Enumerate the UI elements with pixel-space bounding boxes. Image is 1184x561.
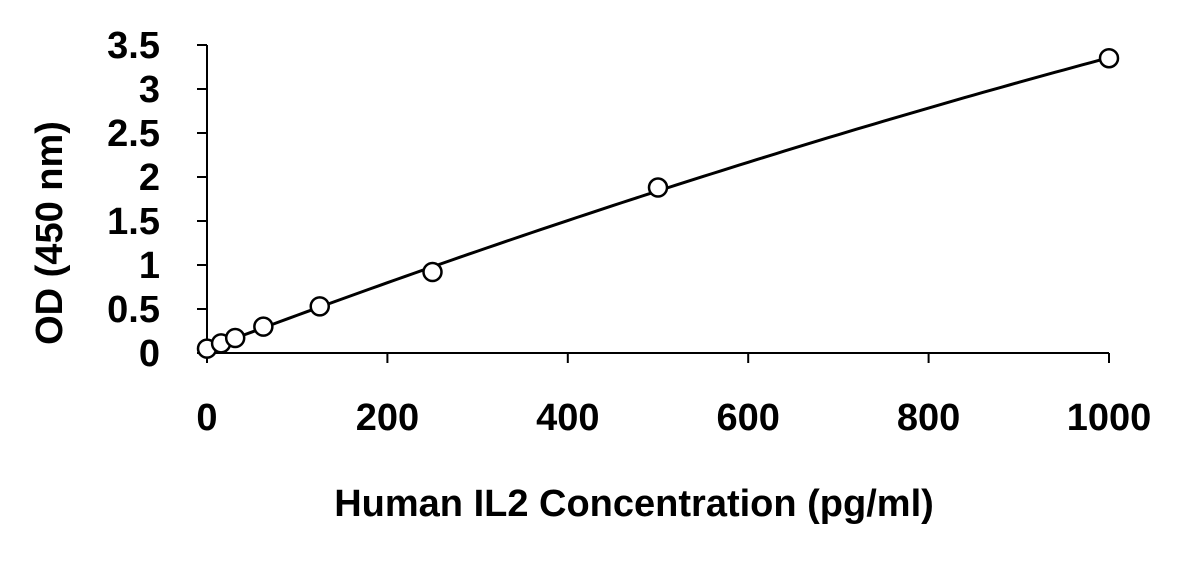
data-point	[309, 296, 330, 317]
y-tick-label: 0	[139, 333, 160, 375]
y-axis: 00.511.522.533.5	[107, 25, 208, 375]
data-point	[1098, 47, 1120, 69]
y-tick-label: 2	[139, 157, 160, 199]
x-tick-label: 400	[536, 397, 599, 439]
y-tick-label: 3.5	[107, 25, 160, 67]
data-point	[224, 327, 246, 349]
x-axis: 0 200 400 600 800 1000	[196, 352, 1152, 439]
data-point	[647, 177, 669, 198]
x-tick-label: 200	[356, 397, 419, 439]
trendline	[206, 56, 1110, 351]
y-tick-label: 3	[139, 69, 160, 111]
x-tick-label: 1000	[1067, 397, 1152, 439]
y-tick-label: 0.5	[107, 289, 160, 331]
x-tick-label: 0	[196, 397, 217, 439]
trendline-group	[206, 56, 1110, 351]
y-axis-title: OD (450 nm)	[29, 121, 71, 345]
y-tick-label: 2.5	[107, 113, 160, 155]
y-tick-label: 1	[139, 245, 160, 287]
data-point	[253, 316, 274, 337]
x-axis-title: Human IL2 Concentration (pg/ml)	[334, 483, 934, 525]
data-points	[196, 47, 1120, 359]
data-point	[422, 261, 443, 283]
y-tick-label: 1.5	[107, 201, 160, 243]
x-tick-label: 600	[716, 397, 779, 439]
x-tick-label: 800	[897, 397, 960, 439]
